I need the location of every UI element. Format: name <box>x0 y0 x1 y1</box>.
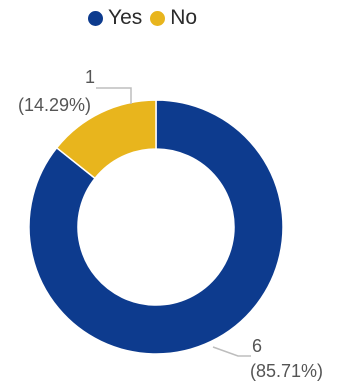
data-label-percent-yes: (85.71%) <box>250 361 323 381</box>
data-label-value-no: 1 <box>85 67 95 87</box>
legend-item-no[interactable]: No <box>150 6 197 30</box>
slice-no[interactable] <box>55 99 157 180</box>
data-label-value-yes: 6 <box>252 336 262 356</box>
legend-label-no: No <box>170 6 198 29</box>
legend: Yes No <box>88 6 201 30</box>
leader-line-yes <box>212 346 251 357</box>
leader-line-no <box>96 87 132 104</box>
legend-label-yes: Yes <box>108 6 143 29</box>
slice-yes[interactable] <box>28 99 284 355</box>
data-label-percent-no: (14.29%) <box>18 95 91 115</box>
legend-marker-yes <box>88 10 103 26</box>
legend-marker-no <box>150 10 166 26</box>
legend-item-yes[interactable]: Yes <box>88 6 142 30</box>
